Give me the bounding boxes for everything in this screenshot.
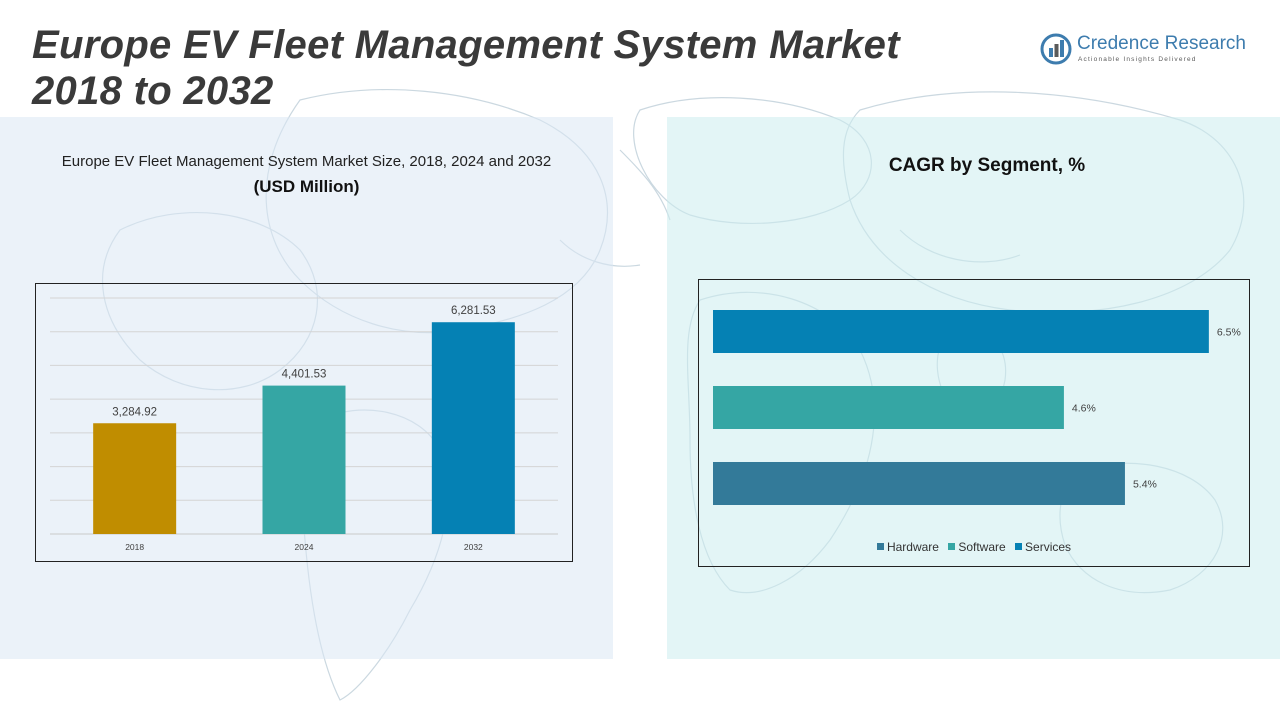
legend-item-hardware: Hardware (876, 540, 939, 554)
bar-label-2032: 6,281.53 (451, 305, 496, 317)
market-size-chart: 3,284.92 2018 4,401.53 2024 6,281.53 2032 (35, 283, 573, 562)
market-size-chart-svg: 3,284.92 2018 4,401.53 2024 6,281.53 2032 (50, 297, 558, 552)
x-tick-2018: 2018 (125, 542, 144, 552)
legend-swatch-software (948, 543, 956, 550)
x-tick-2024: 2024 (295, 542, 314, 552)
legend-item-services: Services (1015, 540, 1071, 554)
cagr-chart-svg: 6.5% 4.6% 5.4% (713, 310, 1241, 505)
logo-tagline: Actionable Insights Delivered (1078, 56, 1197, 63)
hbar-label-software: 4.6% (1072, 403, 1096, 415)
x-tick-2032: 2032 (464, 542, 483, 552)
cagr-legend: Hardware Software Services (699, 540, 1249, 554)
bar-2024 (262, 385, 346, 534)
page-title: Europe EV Fleet Management System Market… (32, 22, 900, 114)
legend-label-hardware: Hardware (886, 540, 939, 554)
hbar-label-hardware: 5.4% (1133, 479, 1157, 491)
bar-label-2024: 4,401.53 (282, 369, 327, 381)
hbar-services (713, 310, 1209, 353)
bar-2018 (93, 423, 177, 534)
legend-item-software: Software (948, 540, 1006, 554)
cagr-chart: 6.5% 4.6% 5.4% Hardware Software Services (698, 279, 1250, 567)
hbar-software (713, 386, 1064, 429)
market-size-subtitle: Europe EV Fleet Management System Market… (61, 153, 552, 170)
credence-research-logo: Credence Research Actionable Insights De… (1040, 30, 1255, 70)
legend-swatch-services (1015, 543, 1023, 550)
page-title-line1: Europe EV Fleet Management System Market (32, 23, 900, 67)
market-size-unit: (USD Million) (253, 177, 360, 196)
bar-2032 (431, 322, 515, 534)
cagr-title: CAGR by Segment, % (888, 155, 1086, 176)
bar-label-2018: 3,284.92 (112, 406, 157, 418)
legend-swatch-hardware (876, 543, 884, 550)
legend-label-software: Software (958, 540, 1006, 554)
logo-icon (1040, 33, 1072, 65)
hbar-label-services: 6.5% (1217, 327, 1241, 339)
legend-label-services: Services (1025, 540, 1072, 554)
logo-name: Credence Research (1077, 33, 1246, 54)
page-title-line2: 2018 to 2032 (32, 69, 274, 113)
hbar-hardware (713, 462, 1125, 505)
